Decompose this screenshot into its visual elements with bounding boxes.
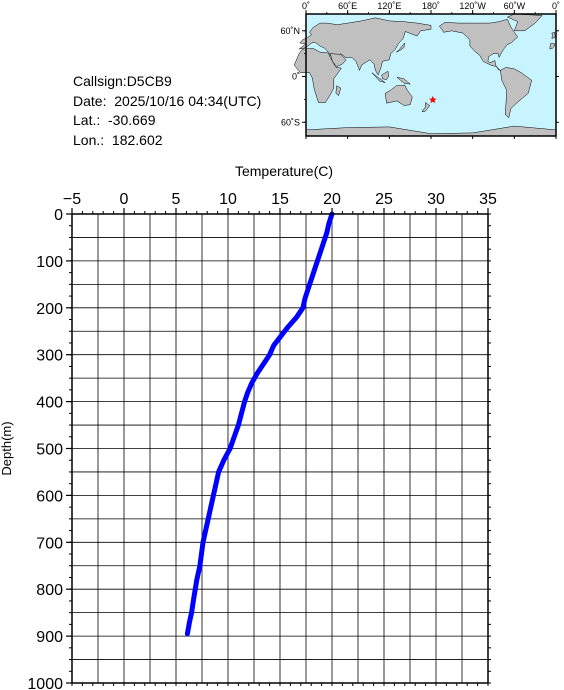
map-lat-label: 0˚ <box>292 72 300 82</box>
map-landmass <box>381 70 389 80</box>
map-lon-label: 0˚ <box>552 1 560 11</box>
x-tick-label: 20 <box>323 191 341 208</box>
callsign-text: Callsign:D5CB9 <box>73 73 172 89</box>
map-landmass <box>421 102 430 112</box>
grid <box>71 213 489 684</box>
map-landmass <box>335 85 341 97</box>
map-landmass <box>329 53 347 67</box>
x-tick-label: 0 <box>120 191 129 208</box>
map-landmass <box>500 67 532 119</box>
x-tick-label: 30 <box>427 191 445 208</box>
map-lon-label: 120˚W <box>459 1 486 11</box>
y-tick-label: 700 <box>36 535 63 552</box>
x-tick-label: 5 <box>172 191 181 208</box>
map-landmass <box>438 19 519 71</box>
y-tick-label: 800 <box>36 582 63 599</box>
y-tick-label: 600 <box>36 488 63 505</box>
y-tick-label: 300 <box>36 348 63 365</box>
star-icon <box>429 95 437 104</box>
x-tick-label: 35 <box>479 191 497 208</box>
y-tick-label: 0 <box>54 207 63 224</box>
x-tick-label: 15 <box>271 191 289 208</box>
y-tick-label: 900 <box>36 629 63 646</box>
map-lon-label: 0˚ <box>302 1 310 11</box>
axes: −5 0 5 10 15 20 25 30 35010020030040050060070080… <box>0 163 497 690</box>
y-tick-label: 500 <box>36 442 63 459</box>
y-tick-label: 100 <box>36 254 63 271</box>
x-tick-label: 10 <box>219 191 237 208</box>
lat-text: Lat.: -30.669 <box>73 112 156 128</box>
map-landmass <box>396 76 412 85</box>
temperature-profile-line <box>184 211 335 637</box>
y-tick-label: 400 <box>36 395 63 412</box>
map-lon-label: 60˚E <box>338 1 357 11</box>
lon-text: Lon.: 182.602 <box>73 131 163 148</box>
map-landmass <box>396 42 405 53</box>
map-lon-label: 60˚W <box>504 1 526 11</box>
map-lat-label: 60˚S <box>281 117 300 127</box>
map-landmass <box>384 84 413 106</box>
y-tick-label: 200 <box>36 301 63 318</box>
map-group: 0˚ 60˚E 120˚E 180˚ 120˚W 60˚W 0˚ 60˚N 0˚ 60˚S <box>280 1 560 139</box>
x-tick-label: −5 <box>63 191 81 208</box>
map-lon-label: 120˚E <box>377 1 401 11</box>
map-landmass <box>549 43 555 50</box>
date-text: Date: 2025/10/16 04:34(UTC) <box>73 92 262 109</box>
map-landmass <box>371 72 386 83</box>
x-tick-label: 25 <box>375 191 393 208</box>
map-lon-label: 180˚ <box>422 1 440 11</box>
profile-group <box>184 211 335 637</box>
station-info: Callsign:D5CB9 Date: 2025/10/16 04:34(UT… <box>73 72 261 150</box>
x-axis-label: Temperature(C) <box>235 163 333 179</box>
map-lat-label: 60˚N <box>280 26 300 36</box>
y-axis-label: Depth(m) <box>0 421 14 475</box>
map-landmass <box>551 31 556 39</box>
y-tick-label: 1000 <box>27 676 63 690</box>
